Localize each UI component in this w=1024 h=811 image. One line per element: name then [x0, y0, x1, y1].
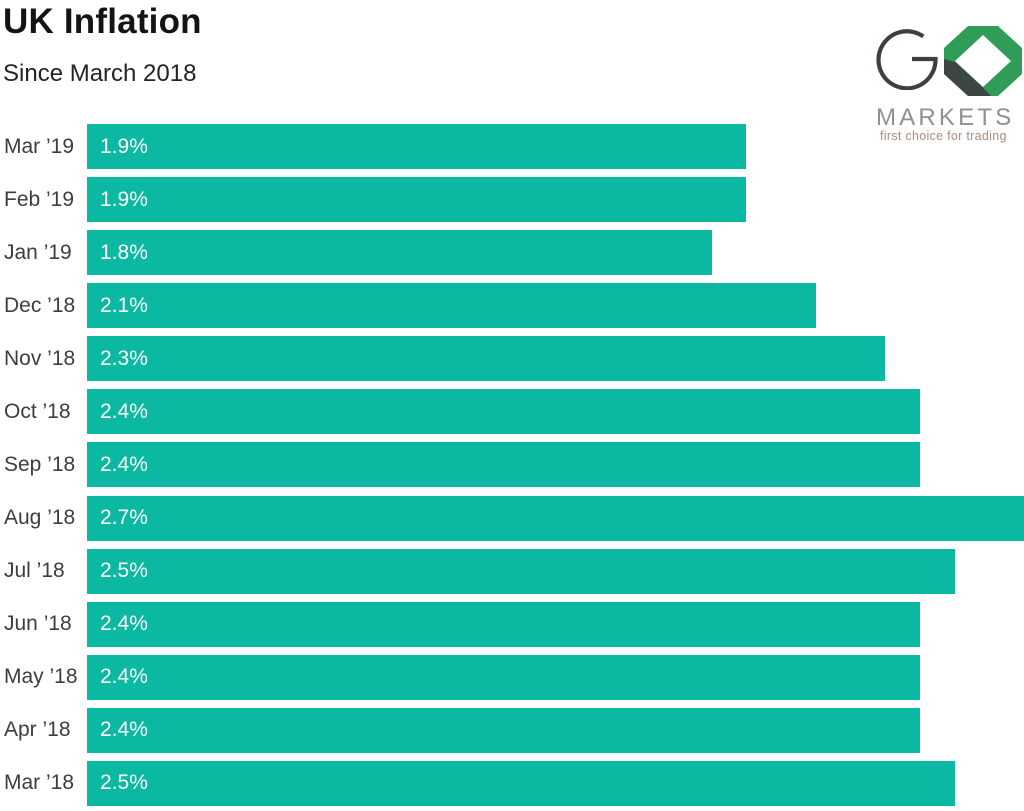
category-label: Jul ’18	[4, 559, 65, 583]
category-label: Sep ’18	[4, 452, 76, 476]
bar-track: 2.4%	[87, 707, 1024, 753]
chart-row: Mar ’18 2.5%	[0, 760, 1024, 806]
chart-row: Jun ’18 2.4%	[0, 601, 1024, 647]
bar-track: 1.9%	[87, 124, 1024, 169]
bar: 1.9%	[87, 124, 747, 169]
bar-value-label: 2.4%	[100, 718, 148, 742]
bar-value-label: 2.7%	[100, 506, 148, 530]
bar: 2.5%	[87, 760, 955, 806]
bar-value-label: 2.1%	[100, 293, 148, 317]
bar-track: 2.4%	[87, 601, 1024, 647]
bar: 2.4%	[87, 654, 920, 700]
bar-value-label: 2.3%	[100, 346, 148, 370]
page-title: UK Inflation	[3, 2, 202, 41]
category-label: Oct ’18	[4, 399, 71, 423]
bar-track: 2.7%	[87, 495, 1024, 541]
bar-track: 2.4%	[87, 442, 1024, 488]
bar: 2.3%	[87, 336, 886, 382]
chart-row: May ’18 2.4%	[0, 654, 1024, 700]
category-label: Mar ’18	[4, 771, 75, 795]
category-label: Jun ’18	[4, 612, 72, 636]
bar: 2.1%	[87, 283, 816, 329]
bar-value-label: 2.5%	[100, 771, 148, 795]
bar-track: 1.9%	[87, 177, 1024, 223]
logo-tagline: first choice for trading	[880, 129, 1007, 143]
chart-row: Oct ’18 2.4%	[0, 389, 1024, 435]
bar: 2.4%	[87, 707, 920, 753]
category-label: May ’18	[4, 665, 78, 689]
bar-track: 2.1%	[87, 283, 1024, 329]
chart-row: Jul ’18 2.5%	[0, 548, 1024, 594]
chart-row: Dec ’18 2.1%	[0, 283, 1024, 329]
category-label: Jan ’19	[4, 240, 72, 264]
chart-row: Aug ’18 2.7%	[0, 495, 1024, 541]
bar: 2.7%	[87, 495, 1024, 541]
chart-row: Apr ’18 2.4%	[0, 707, 1024, 753]
bar-value-label: 1.9%	[100, 187, 148, 211]
bar: 2.5%	[87, 548, 955, 594]
logo-brand-name: MARKETS	[876, 103, 1015, 132]
bar: 2.4%	[87, 442, 920, 488]
page-subtitle: Since March 2018	[3, 60, 197, 87]
category-label: Mar ’19	[4, 134, 75, 158]
bar-track: 2.4%	[87, 389, 1024, 435]
bar-value-label: 2.4%	[100, 399, 148, 423]
logo-o-octagon-icon	[944, 26, 1022, 96]
chart-row: Jan ’19 1.8%	[0, 230, 1024, 276]
bar-track: 2.5%	[87, 548, 1024, 594]
logo-g-icon	[876, 29, 938, 90]
chart-row: Mar ’19 1.9%	[0, 124, 1024, 169]
bar: 2.4%	[87, 601, 920, 647]
bar-track: 2.4%	[87, 654, 1024, 700]
bar-value-label: 2.4%	[100, 452, 148, 476]
bar-track: 2.5%	[87, 760, 1024, 806]
bar-value-label: 2.4%	[100, 612, 148, 636]
bar-track: 1.8%	[87, 230, 1024, 276]
go-markets-logo: MARKETS first choice for trading	[876, 26, 1023, 148]
category-label: Dec ’18	[4, 293, 76, 317]
bar-chart: Mar ’19 1.9% Feb ’19 1.9% Jan ’19 1.8% Dec ’18…	[0, 124, 1024, 806]
category-label: Aug ’18	[4, 506, 76, 530]
bar: 1.8%	[87, 230, 712, 276]
bar-value-label: 2.4%	[100, 665, 148, 689]
bar-track: 2.3%	[87, 336, 1024, 382]
bar-value-label: 1.9%	[100, 134, 148, 158]
chart-row: Feb ’19 1.9%	[0, 177, 1024, 223]
chart-row: Nov ’18 2.3%	[0, 336, 1024, 382]
category-label: Feb ’19	[4, 187, 75, 211]
chart-row: Sep ’18 2.4%	[0, 442, 1024, 488]
category-label: Apr ’18	[4, 718, 71, 742]
bar: 2.4%	[87, 389, 920, 435]
category-label: Nov ’18	[4, 346, 76, 370]
bar-value-label: 2.5%	[100, 559, 148, 583]
bar-value-label: 1.8%	[100, 240, 148, 264]
bar: 1.9%	[87, 177, 747, 223]
